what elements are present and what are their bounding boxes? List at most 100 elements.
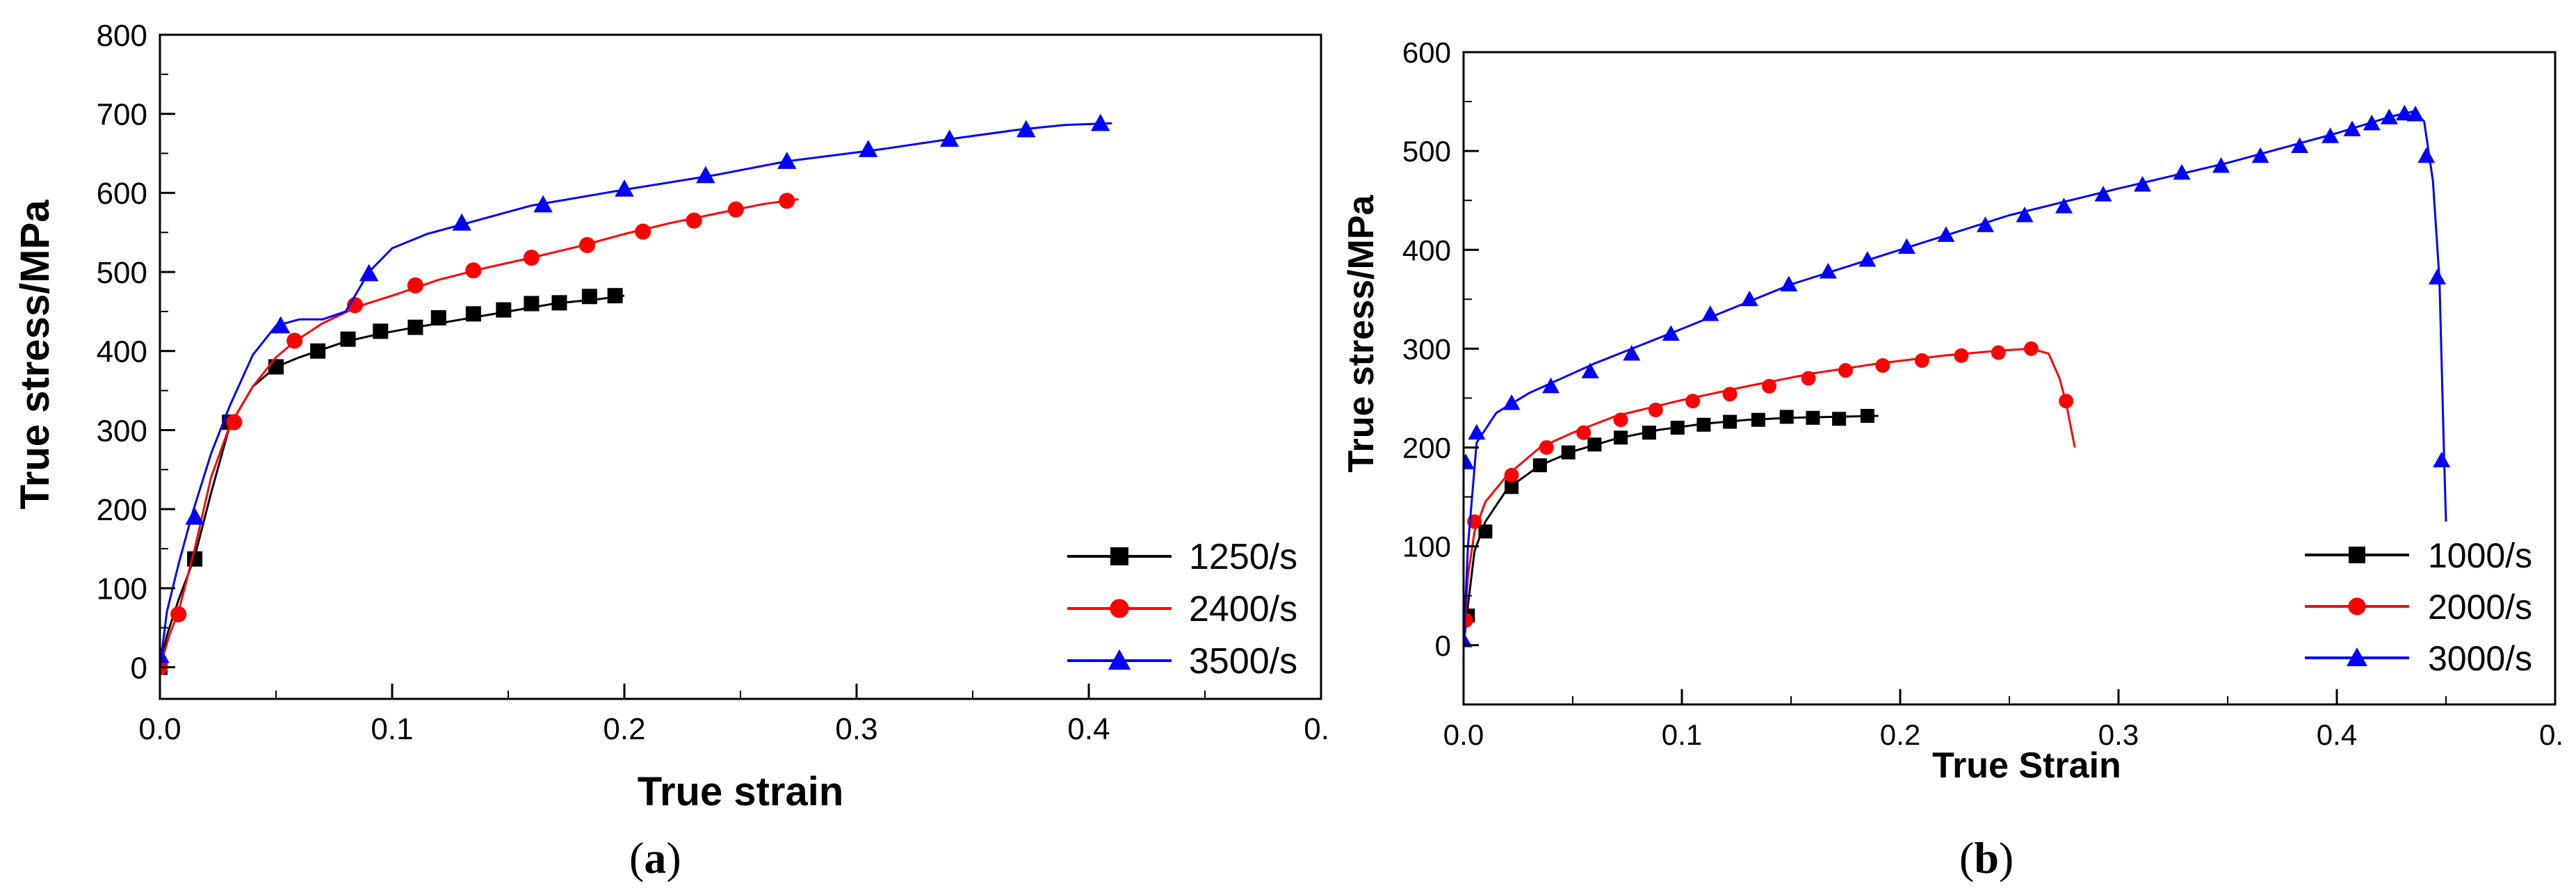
chart-a-caption-letter: a [644, 833, 666, 882]
chart-b-data-point [2023, 341, 2039, 356]
chart-b-data-point [1502, 394, 1521, 410]
chart-b-data-point [1954, 348, 1969, 363]
chart-a-y-tick-label: 300 [97, 414, 147, 448]
chart-b-data-point [1648, 402, 1663, 417]
chart-a-data-point [226, 414, 243, 430]
chart-b-data-point [1696, 417, 1711, 432]
chart-b-data-point [2251, 147, 2269, 163]
chart-a-x-tick-label: 0.1 [371, 712, 413, 746]
chart-b-data-point [1751, 412, 1765, 427]
chart-b-plot-marks [1464, 104, 2451, 647]
chart-a-data-point [430, 310, 446, 326]
chart-a-data-point [496, 302, 512, 318]
chart-a-data-point [777, 152, 797, 169]
chart-b-data-point [1464, 613, 1473, 628]
chart-b-legend: 1000/s 2000/s 3000/s [2305, 536, 2532, 678]
chart-b-x-axis-title: True Strain [1932, 745, 2121, 786]
chart-b-data-point [1539, 440, 1554, 455]
chart-b-x-tick-label: 0.3 [2098, 718, 2139, 751]
chart-b-data-point [1623, 344, 1641, 361]
chart-b-x-tick-label: 0.1 [1662, 718, 1702, 751]
chart-b-data-point [1832, 412, 1847, 426]
chart-a-data-point [160, 645, 170, 663]
chart-b-data-point [1806, 410, 1820, 425]
chart-b-y-tick-label: 200 [1402, 432, 1451, 465]
chart-b-data-point [1505, 480, 1519, 494]
chart-b-data-point [2059, 394, 2074, 409]
chart-b-data-point [2428, 268, 2446, 285]
chart-b-data-point [1504, 467, 1519, 483]
chart-a-legend-marker [1110, 547, 1128, 565]
chart-a-series-2400/s [160, 193, 799, 676]
chart-a-data-point [170, 606, 187, 622]
chart-a-data-point [523, 250, 540, 266]
chart-b-data-point [1780, 275, 1798, 291]
chart-b-data-point [2094, 186, 2112, 202]
chart-b-data-point [1838, 363, 1853, 378]
chart-b-data-point [1532, 458, 1547, 473]
chart-b-y-tick-label: 400 [1402, 234, 1451, 266]
chart-a-x-axis-title: True strain [638, 769, 844, 814]
chart-b-data-point [2134, 175, 2152, 192]
chart-b-data-point [1478, 524, 1493, 539]
chart-b-legend-label-2: 3000/s [2428, 639, 2532, 678]
chart-b-legend-sample-2 [2305, 647, 2409, 666]
chart-a-y-tick-label: 200 [97, 493, 147, 527]
chart-a-data-point [340, 331, 356, 347]
chart-a-data-point [310, 343, 326, 359]
chart-a-data-point [779, 193, 795, 209]
chart-a-caption: (a) [629, 833, 681, 882]
chart-b-ticks [1462, 51, 2557, 704]
chart-b-series-line [1464, 347, 2076, 645]
chart-b-series-1000/s [1464, 409, 1879, 645]
chart-a-data-point [268, 359, 284, 375]
chart-b-data-point [1801, 371, 1816, 386]
chart-b-data-point [1642, 426, 1656, 440]
chart-b-series-line [1464, 414, 1879, 645]
chart-a-legend-label-0: 1250/s [1189, 537, 1297, 577]
chart-b-legend-sample-1 [2305, 597, 2409, 615]
chart-b-data-point [1581, 362, 1599, 379]
chart-b-data-point [2055, 197, 2073, 213]
chart-b-x-tick-label: 0.2 [1880, 718, 1920, 751]
chart-b-data-point [1561, 445, 1575, 460]
chart-b-data-point [1723, 414, 1737, 429]
chart-b-data-point [2363, 114, 2381, 131]
chart-a-data-point [939, 129, 959, 147]
chart-b-data-point [1976, 216, 1994, 232]
chart-b-data-point [2395, 104, 2413, 121]
chart-a-y-axis-title: True stress/MPa [13, 200, 58, 510]
chart-a-data-point [185, 507, 204, 525]
chart-b-data-point [1464, 631, 1473, 647]
chart-b-data-point [2417, 147, 2436, 163]
chart-a-data-point [615, 179, 634, 197]
chart-a-data-point [686, 212, 702, 229]
chart-b-data-point [1762, 378, 1777, 394]
chart-b-data-point [2322, 127, 2340, 143]
chart-b-data-point [2380, 108, 2398, 124]
chart-a-x-tick-label: 0.0 [138, 712, 181, 746]
chart-b-data-point [2016, 207, 2034, 223]
chart-a-data-point [373, 323, 389, 339]
chart-b-x-tick-label: 0.4 [2317, 718, 2357, 751]
chart-b-series-2000/s [1464, 341, 2076, 645]
chart-a-y-tick-label: 400 [97, 335, 147, 369]
chart-a-legend-label-2: 3500/s [1189, 641, 1297, 682]
chart-b-legend-label-1: 2000/s [2428, 588, 2532, 627]
chart-b-data-point [1740, 290, 1758, 307]
chart-a-y-tick-label: 700 [97, 98, 147, 132]
chart-b-y-tick-label: 100 [1402, 531, 1451, 563]
chart-a-data-point [696, 166, 715, 184]
chart-b-legend-marker [2348, 597, 2366, 615]
chart-a-legend-sample-1 [1067, 599, 1172, 618]
chart-a-plot-frame [159, 33, 1322, 700]
chart-a-data-point [551, 295, 567, 311]
chart-b-data-point [1685, 394, 1701, 409]
chart-a-x-tick-label: 0.2 [603, 712, 645, 746]
chart-a-legend-marker [1110, 599, 1129, 618]
chart-b-data-point [1875, 358, 1890, 373]
chart-a-data-point [359, 264, 379, 282]
chart-b-data-point [1662, 325, 1680, 341]
